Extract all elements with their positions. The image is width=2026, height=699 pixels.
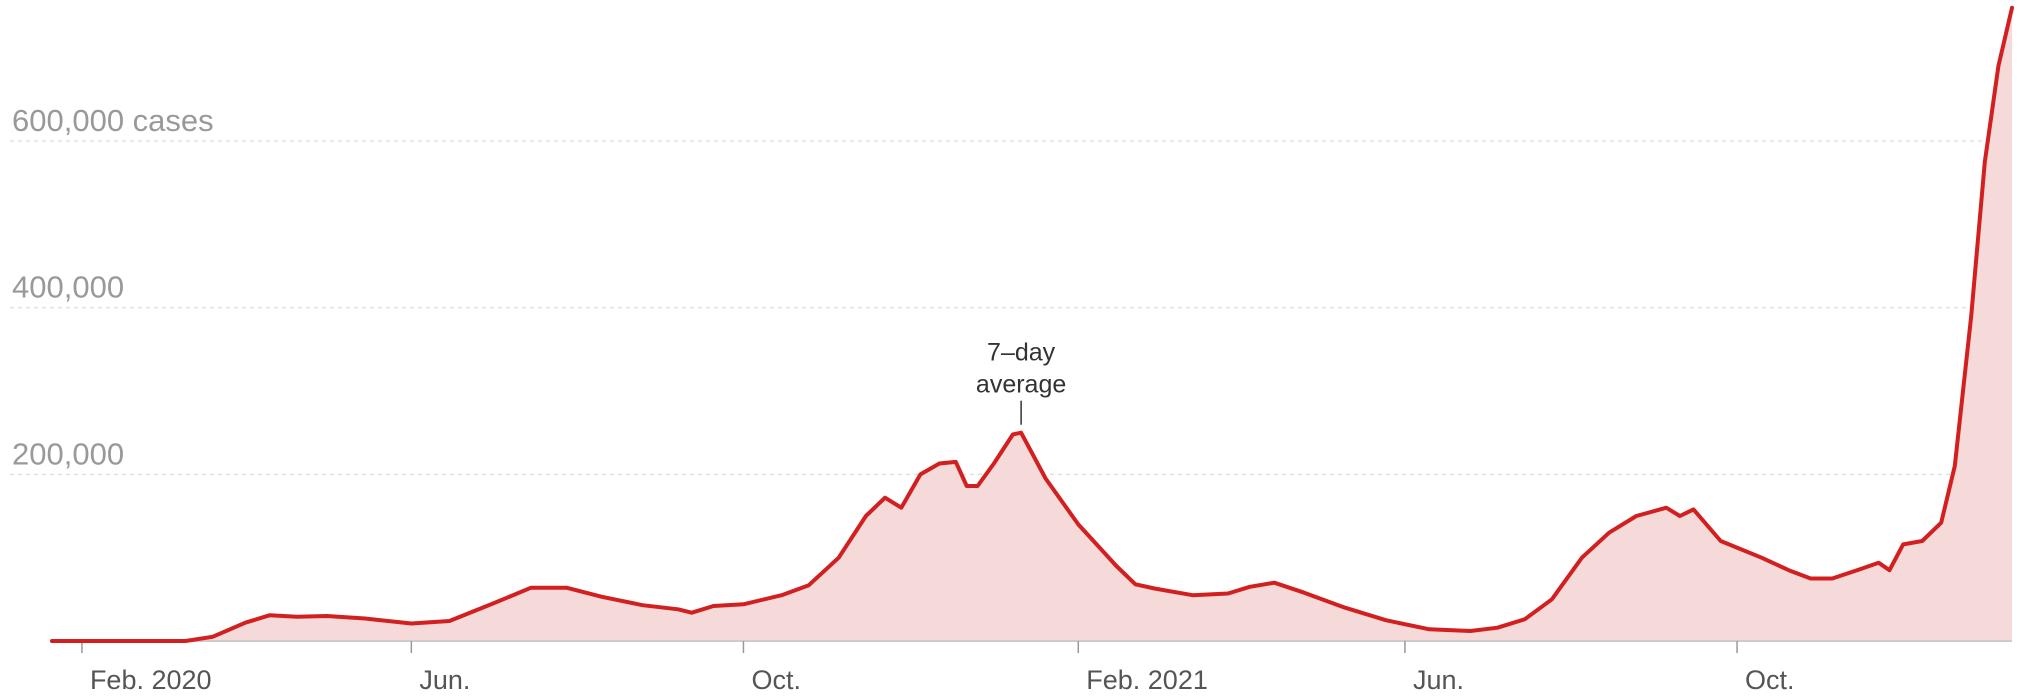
y-tick-label: 200,000 <box>12 436 124 471</box>
x-tick-label: Jun. <box>1413 665 1464 695</box>
gridlines <box>10 140 2012 475</box>
y-axis-labels: 200,000 400,000 600,000 cases <box>12 103 214 471</box>
x-tick-label: Feb. 2020 <box>90 665 212 695</box>
x-tick-label: Feb. 2021 <box>1086 665 1208 695</box>
x-axis-ticks: Feb. 2020 Jun. Oct. Feb. 2021 Jun. Oct. <box>81 641 1795 695</box>
x-tick-label: Oct. <box>1745 665 1795 695</box>
x-tick-label: Jun. <box>419 665 470 695</box>
x-tick-label: Oct. <box>751 665 801 695</box>
y-tick-label: 600,000 cases <box>12 103 214 138</box>
seven-day-average-line <box>50 5 2014 643</box>
seven-day-average-annotation: 7–day average <box>976 339 1066 425</box>
y-tick-label: 400,000 <box>12 270 124 305</box>
annotation-label-line2: average <box>976 371 1066 399</box>
cases-area <box>52 7 2012 642</box>
annotation-label-line1: 7–day <box>987 339 1056 367</box>
